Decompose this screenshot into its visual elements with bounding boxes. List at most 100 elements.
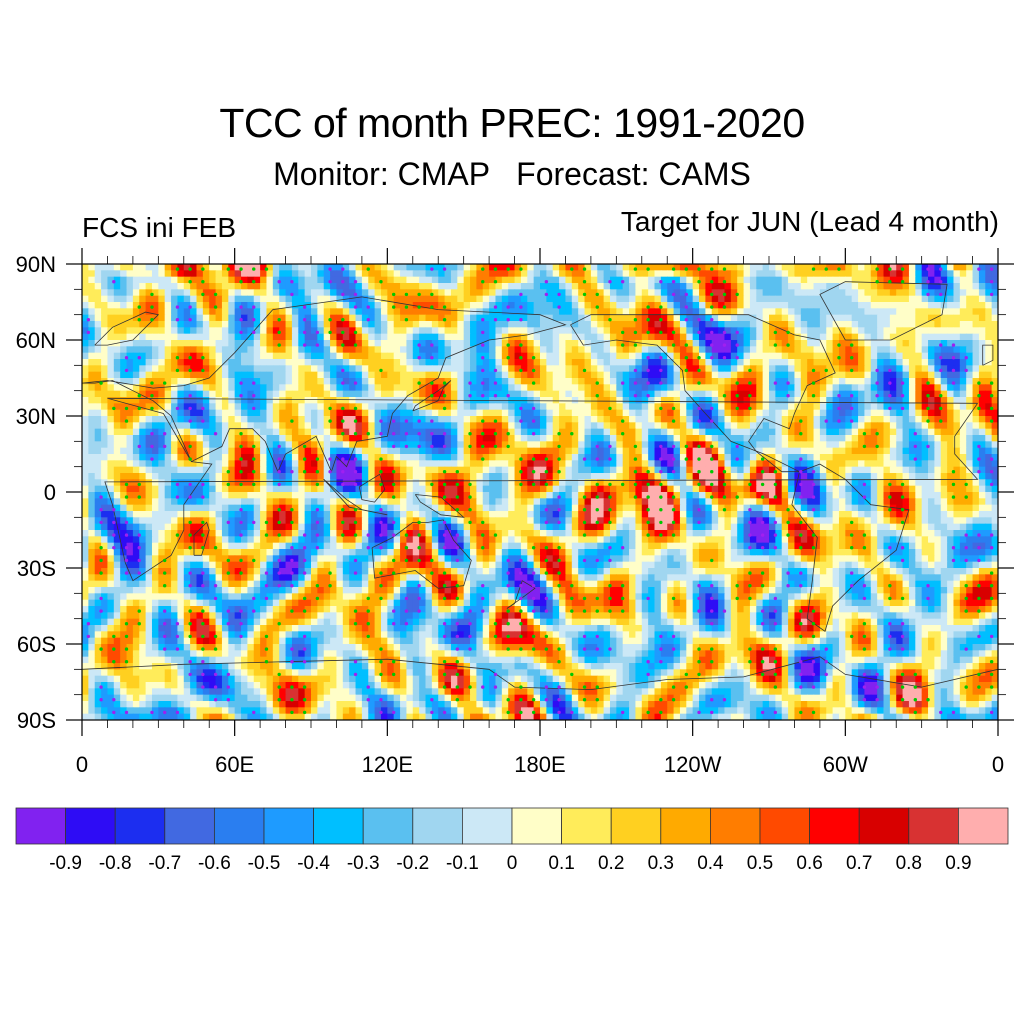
field-cell (584, 289, 592, 297)
field-cell (368, 371, 376, 379)
field-cell (667, 409, 675, 417)
field-cell (654, 479, 662, 487)
field-cell (164, 276, 172, 284)
field-cell (673, 308, 681, 316)
field-cell (425, 409, 433, 417)
field-cell (679, 409, 687, 417)
field-cell (711, 276, 719, 284)
field-cell (336, 276, 344, 284)
field-cell (470, 371, 477, 379)
field-cell (101, 302, 109, 309)
field-cell (667, 283, 675, 290)
field-cell (247, 409, 255, 417)
field-cell (476, 276, 484, 284)
field-cell (705, 352, 713, 360)
field-cell (845, 295, 853, 303)
field-cell (686, 321, 694, 328)
field-cell (858, 365, 866, 373)
field-cell (533, 327, 541, 335)
field-cell (673, 428, 681, 436)
field-cell (889, 276, 897, 284)
field-cell (463, 384, 471, 392)
field-cell (533, 460, 541, 468)
field-cell (794, 270, 802, 278)
field-cell (368, 321, 376, 328)
field-cell (253, 289, 261, 297)
field-cell (845, 359, 853, 366)
field-cell (330, 416, 338, 423)
field-cell (228, 384, 236, 392)
field-cell (431, 384, 439, 392)
field-cell (247, 435, 255, 442)
field-cell (202, 321, 210, 328)
field-cell (82, 289, 89, 297)
field-cell (158, 264, 166, 271)
field-cell (412, 460, 420, 468)
field-cell (826, 428, 834, 436)
field-cell (419, 479, 427, 487)
field-cell (387, 371, 395, 379)
field-cell (202, 428, 210, 436)
field-cell (864, 390, 872, 398)
field-cell (679, 365, 687, 373)
field-cell (794, 314, 802, 322)
field-cell (139, 371, 147, 379)
field-cell (934, 466, 942, 474)
field-cell (851, 378, 859, 385)
field-cell (311, 295, 318, 303)
field-cell (336, 454, 344, 461)
field-cell (158, 276, 166, 284)
field-cell (603, 441, 611, 449)
field-cell (489, 422, 497, 430)
field-cell (921, 460, 929, 468)
field-cell (482, 340, 490, 347)
field-cell (756, 276, 764, 284)
field-cell (406, 447, 414, 455)
field-cell (330, 359, 338, 366)
field-cell (94, 390, 102, 398)
field-cell (457, 359, 465, 366)
field-cell (883, 428, 891, 436)
field-cell (355, 352, 363, 360)
field-cell (947, 473, 955, 480)
field-cell (743, 346, 751, 354)
field-cell (730, 473, 738, 480)
field-cell (228, 409, 236, 417)
field-cell (947, 352, 955, 360)
field-cell (629, 422, 637, 430)
field-cell (120, 479, 128, 487)
field-cell (336, 473, 344, 480)
field-cell (540, 447, 547, 455)
field-cell (393, 359, 401, 366)
field-cell (400, 460, 408, 468)
field-cell (438, 340, 446, 347)
field-cell (527, 276, 535, 284)
field-cell (800, 384, 808, 392)
field-cell (400, 333, 408, 341)
field-cell (934, 371, 942, 379)
field-cell (368, 416, 376, 423)
field-cell (215, 473, 223, 480)
field-cell (190, 416, 198, 423)
field-cell (495, 314, 503, 322)
field-cell (679, 441, 687, 449)
field-cell (285, 454, 293, 461)
field-cell (794, 378, 802, 385)
field-cell (196, 321, 204, 328)
field-cell (94, 466, 102, 474)
field-cell (921, 378, 929, 385)
field-cell (342, 384, 350, 392)
field-cell (279, 390, 287, 398)
field-cell (959, 333, 967, 341)
field-cell (794, 403, 802, 411)
field-cell (482, 409, 490, 417)
field-cell (501, 346, 509, 354)
field-cell (730, 340, 738, 347)
field-cell (533, 378, 541, 385)
field-cell (171, 302, 179, 309)
field-cell (444, 403, 452, 411)
field-cell (82, 479, 89, 487)
field-cell (807, 428, 815, 436)
field-cell (406, 422, 414, 430)
field-cell (667, 403, 675, 411)
